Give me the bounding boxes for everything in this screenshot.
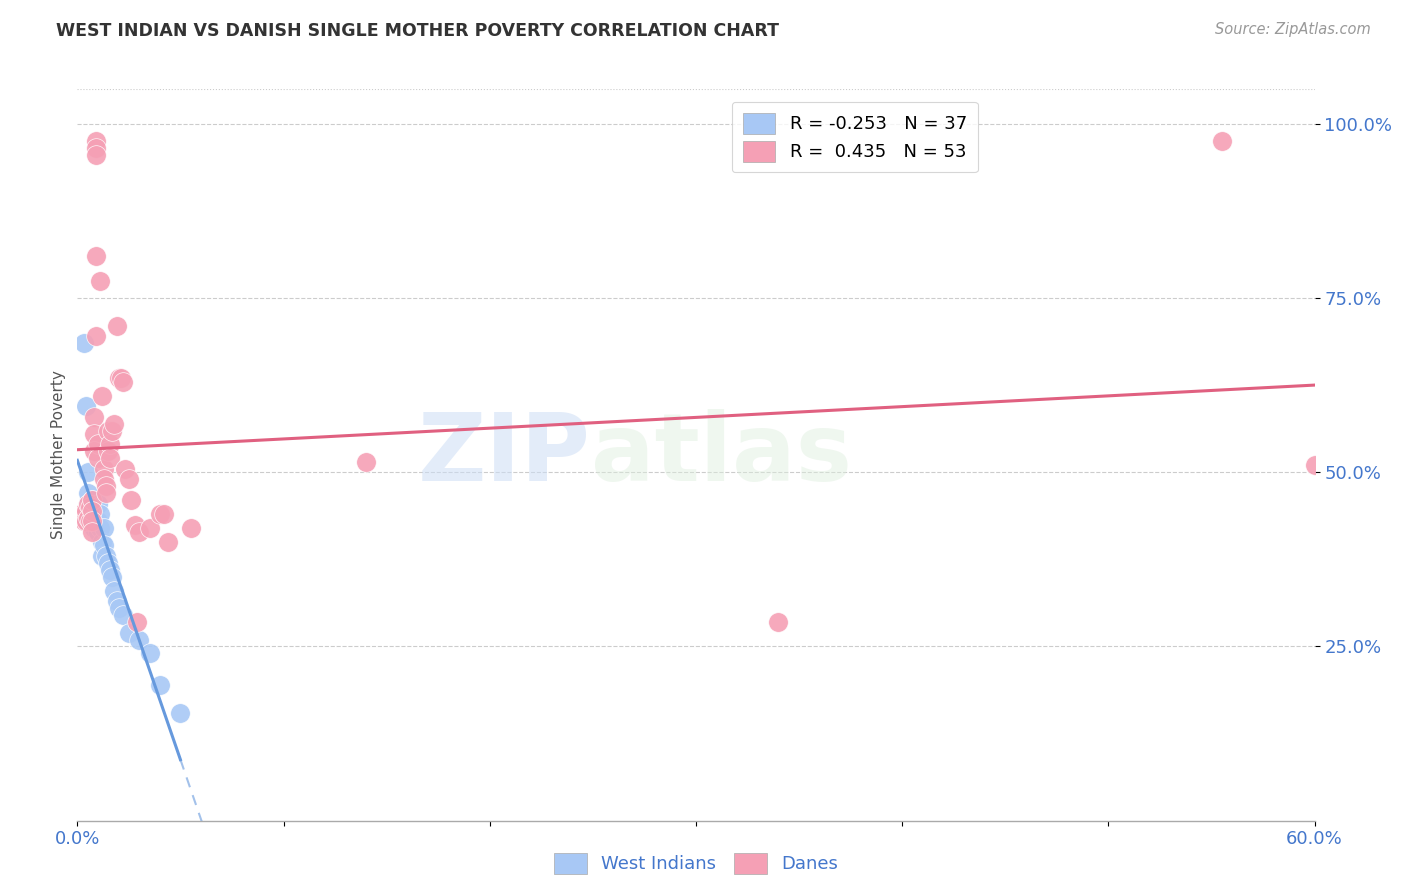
Point	[98, 563, 121, 577]
Point	[75, 399, 97, 413]
Point	[87, 514, 110, 528]
Point	[76, 486, 98, 500]
Point	[149, 678, 172, 692]
Point	[157, 535, 180, 549]
Point	[138, 647, 160, 661]
Point	[128, 632, 150, 647]
Point	[101, 570, 124, 584]
Point	[96, 479, 118, 493]
Point	[84, 249, 107, 263]
Point	[84, 514, 107, 528]
Point	[124, 517, 146, 532]
Point	[93, 521, 115, 535]
Point	[76, 497, 98, 511]
Point	[76, 497, 98, 511]
Point	[80, 514, 103, 528]
Point	[80, 493, 103, 508]
Text: WEST INDIAN VS DANISH SINGLE MOTHER POVERTY CORRELATION CHART: WEST INDIAN VS DANISH SINGLE MOTHER POVE…	[56, 22, 779, 40]
Point	[79, 507, 101, 521]
Point	[89, 507, 111, 521]
Point	[97, 556, 120, 570]
Point	[111, 608, 134, 623]
Point	[118, 625, 141, 640]
Point	[75, 514, 97, 528]
Point	[75, 503, 97, 517]
Point	[80, 524, 103, 539]
Point	[83, 409, 105, 424]
Point	[89, 521, 111, 535]
Text: Source: ZipAtlas.com: Source: ZipAtlas.com	[1215, 22, 1371, 37]
Point	[103, 417, 125, 431]
Point	[84, 148, 107, 162]
Point	[93, 539, 115, 553]
Point	[105, 594, 128, 608]
Point	[107, 601, 129, 615]
Point	[1211, 135, 1233, 149]
Point	[127, 615, 149, 629]
Point	[80, 514, 103, 528]
Point	[83, 521, 105, 535]
Point	[84, 329, 107, 343]
Point	[83, 427, 105, 442]
Point	[354, 455, 377, 469]
Point	[91, 535, 114, 549]
Point	[149, 507, 172, 521]
Point	[87, 437, 110, 451]
Point	[103, 583, 125, 598]
Text: ZIP: ZIP	[418, 409, 591, 501]
Point	[111, 375, 134, 389]
Point	[79, 500, 101, 515]
Point	[80, 493, 103, 508]
Point	[84, 135, 107, 149]
Point	[76, 466, 98, 480]
Point	[84, 500, 107, 515]
Point	[138, 521, 160, 535]
Point	[768, 615, 790, 629]
Point	[93, 462, 115, 476]
Point	[70, 507, 93, 521]
Point	[153, 507, 176, 521]
Point	[83, 507, 105, 521]
Point	[87, 497, 110, 511]
Point	[79, 514, 101, 528]
Point	[84, 141, 107, 155]
Point	[97, 444, 120, 458]
Point	[114, 462, 136, 476]
Point	[91, 549, 114, 563]
Point	[96, 549, 118, 563]
Point	[89, 274, 111, 288]
Point	[180, 521, 202, 535]
Point	[76, 510, 98, 524]
Point	[120, 493, 142, 508]
Point	[83, 444, 105, 458]
Point	[87, 451, 110, 466]
Point	[169, 706, 191, 720]
Point	[110, 371, 132, 385]
Y-axis label: Single Mother Poverty: Single Mother Poverty	[51, 370, 66, 540]
Legend: West Indians, Danes: West Indians, Danes	[543, 842, 849, 885]
Point	[93, 472, 115, 486]
Point	[80, 507, 103, 521]
Point	[96, 486, 118, 500]
Point	[98, 451, 121, 466]
Point	[128, 524, 150, 539]
Point	[72, 336, 94, 351]
Point	[79, 497, 101, 511]
Point	[80, 503, 103, 517]
Point	[107, 371, 129, 385]
Point	[98, 437, 121, 451]
Point	[118, 472, 141, 486]
Point	[87, 524, 110, 539]
Text: atlas: atlas	[591, 409, 852, 501]
Point	[91, 389, 114, 403]
Point	[101, 424, 124, 438]
Point	[1303, 458, 1326, 473]
Point	[97, 424, 120, 438]
Point	[72, 514, 94, 528]
Point	[105, 319, 128, 334]
Point	[76, 503, 98, 517]
